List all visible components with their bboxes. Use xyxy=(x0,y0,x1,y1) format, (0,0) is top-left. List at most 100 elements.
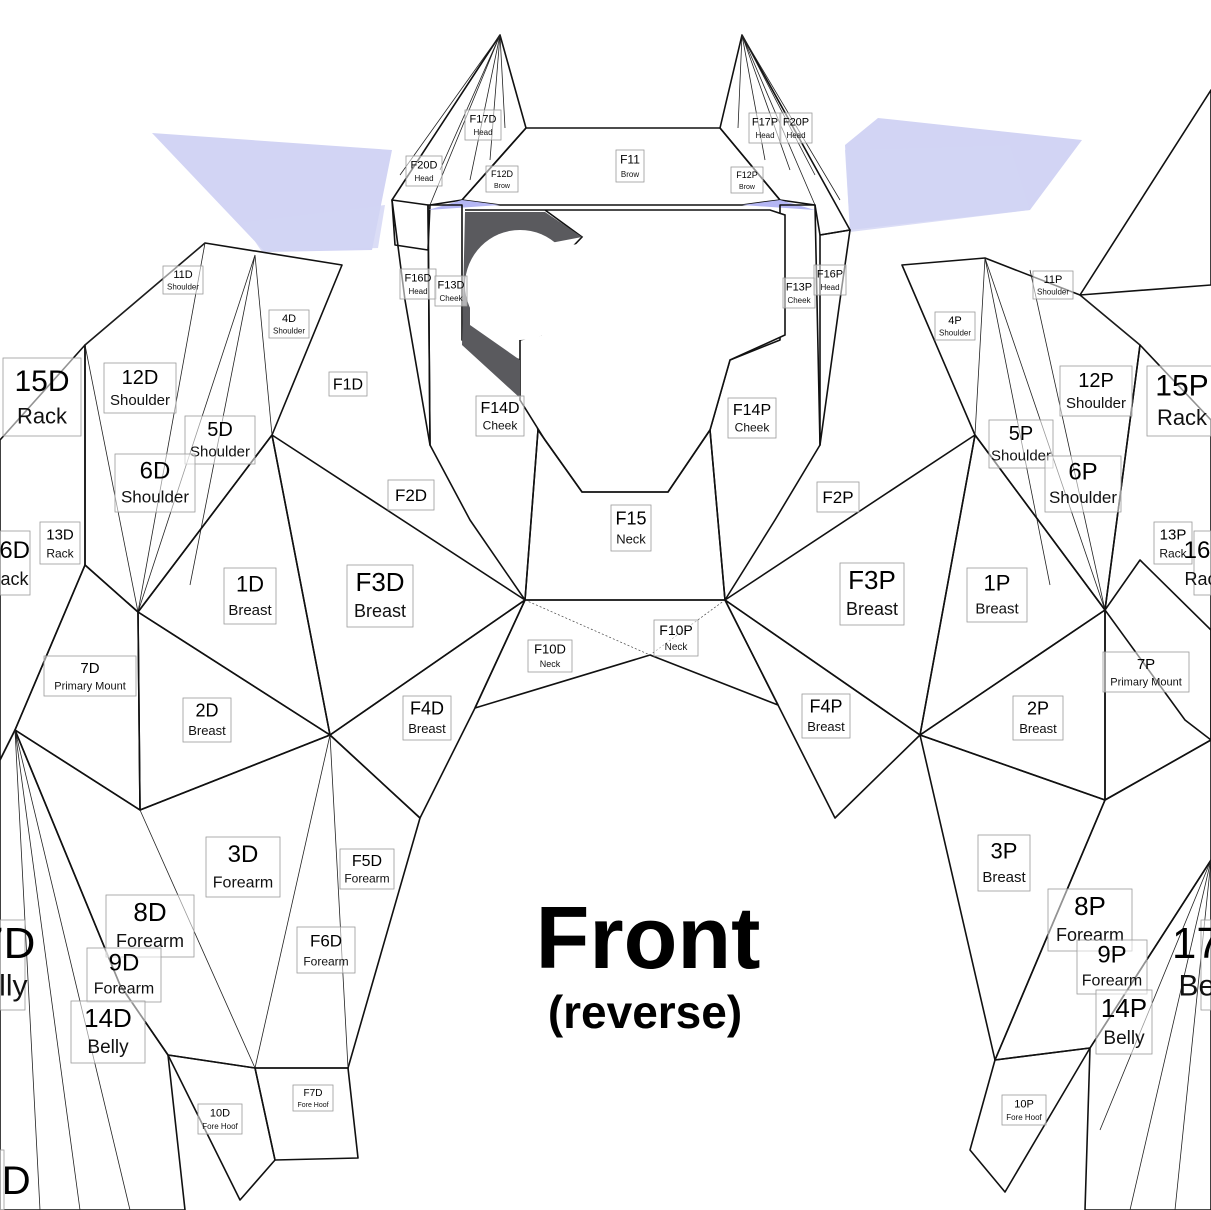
label-box xyxy=(296,926,356,974)
label-box xyxy=(399,268,437,300)
label-sub: Breast xyxy=(807,719,845,734)
label-box xyxy=(475,395,525,437)
label-sub: Neck xyxy=(540,659,561,669)
piece-label-8d: 8D Forearm xyxy=(105,894,195,958)
label-sub: Rack xyxy=(1159,546,1187,560)
label-box xyxy=(0,1149,5,1210)
label-id: F12P xyxy=(736,170,758,180)
label-id: 9P xyxy=(1097,942,1126,969)
label-sub: Rack xyxy=(1157,405,1208,430)
label-id: 4D xyxy=(282,313,296,325)
ear-right-under xyxy=(845,145,1030,232)
piece-label-f2p: F2P xyxy=(816,481,860,513)
label-id: F3D xyxy=(355,567,404,597)
label-sub: Primary Mount xyxy=(1110,677,1182,689)
piece-label-f3p: F3P Breast xyxy=(839,562,905,626)
piece-label-f6d: F6D Forearm xyxy=(296,926,356,974)
piece-label-f17d: F17D Head xyxy=(464,109,502,141)
label-box xyxy=(346,564,414,628)
label-sub: Belly xyxy=(1178,970,1211,1003)
label-id: F15 xyxy=(615,508,646,528)
piece-label-7p: 7P Primary Mount xyxy=(1102,651,1190,693)
label-sub: Cheek xyxy=(735,421,771,435)
label-sub: Rack xyxy=(1184,569,1211,589)
piece-label-f11: F11 Brow xyxy=(615,149,645,183)
label-sub: Forearm xyxy=(303,955,348,969)
label-id: 6P xyxy=(1068,459,1097,486)
head-right-side xyxy=(819,229,851,446)
label-id: 7P xyxy=(1137,656,1155,673)
piece-label-10p: 10P Fore Hoof xyxy=(1001,1094,1047,1126)
label-box xyxy=(205,836,281,898)
label-box xyxy=(1001,1094,1047,1126)
label-sub: Shoulder xyxy=(1037,288,1069,297)
piece-label-f12d: F12D Brow xyxy=(485,165,519,193)
label-id: 15P xyxy=(1155,369,1208,402)
label-id: 14P xyxy=(1101,993,1147,1023)
piece-label-3p: 3P Breast xyxy=(977,834,1031,892)
label-id: F13D xyxy=(438,280,465,292)
label-sub: Shoulder xyxy=(939,329,971,338)
breast-right-f4p xyxy=(724,599,921,819)
label-id: 3P xyxy=(991,839,1018,864)
label-sub: Shoulder xyxy=(121,488,189,507)
face-inner-white xyxy=(540,215,770,440)
label-box xyxy=(748,112,782,144)
piece-label-6p: 6P Shoulder xyxy=(1044,455,1122,513)
piece-label-13p: 13P Rack xyxy=(1153,521,1193,565)
piece-label-4d: 4D Shoulder xyxy=(268,309,310,339)
label-box xyxy=(779,112,813,144)
piece-label-f2d: F2D xyxy=(387,479,435,511)
label-id: F10P xyxy=(659,622,692,638)
piece-label-f12p: F12P Brow xyxy=(730,166,764,194)
label-id: 5P xyxy=(1009,423,1033,445)
label-box xyxy=(103,362,177,414)
label-box xyxy=(2,357,82,437)
label-id: F16P xyxy=(817,269,843,281)
label-box xyxy=(197,1103,243,1135)
label-id: F1D xyxy=(333,377,363,394)
label-box xyxy=(610,504,652,552)
label-sub: Breast xyxy=(975,600,1019,617)
piece-label-f1d: F1D xyxy=(328,371,368,397)
label-sub: Forearm xyxy=(1082,972,1142,989)
label-box xyxy=(184,415,256,465)
piece-label-f20d: F20D Head xyxy=(405,155,443,187)
cheek-group xyxy=(427,204,821,601)
piece-label-5p: 5P Shoulder xyxy=(988,419,1054,469)
label-sub: Rack xyxy=(17,404,68,429)
page-subtitle: (reverse) xyxy=(548,986,742,1038)
label-id: F20D xyxy=(411,160,438,172)
label-id: 11P xyxy=(1044,274,1063,286)
ear-left-under xyxy=(242,205,385,252)
label-id: F2D xyxy=(395,486,427,505)
label-id: 2P xyxy=(1027,698,1049,718)
label-box xyxy=(0,919,26,1011)
label-sub: Breast xyxy=(846,599,898,619)
label-id: F2P xyxy=(822,488,853,507)
label-box xyxy=(402,695,452,741)
label-id: 11D xyxy=(173,269,192,281)
label-id: F3P xyxy=(848,565,896,595)
piece-label-16p: 16P Rack xyxy=(1184,530,1211,596)
label-id: 7D xyxy=(80,660,99,677)
label-id: F10D xyxy=(534,641,566,656)
label-id: 3D xyxy=(228,841,259,868)
label-sub: Shoulder xyxy=(190,443,250,460)
label-sub: Forearm xyxy=(116,931,184,951)
label-id: 12P xyxy=(1078,370,1114,392)
piece-label-f13d: F13D Cheek xyxy=(434,275,468,307)
label-sub: Head xyxy=(820,283,839,292)
label-sub: Breast xyxy=(188,723,226,738)
label-id: 17P xyxy=(1172,919,1211,968)
label-box xyxy=(464,109,502,141)
piece-label-f20p: F20P Head xyxy=(779,112,813,144)
label-box xyxy=(162,265,204,295)
piece-label-3d: 3D Forearm xyxy=(205,836,281,898)
label-sub: Brow xyxy=(621,170,639,179)
label-sub: Shoulder xyxy=(273,327,305,336)
label-box xyxy=(1044,455,1122,513)
label-box xyxy=(813,264,847,296)
piece-label-f10d: F10D Neck xyxy=(527,639,573,673)
